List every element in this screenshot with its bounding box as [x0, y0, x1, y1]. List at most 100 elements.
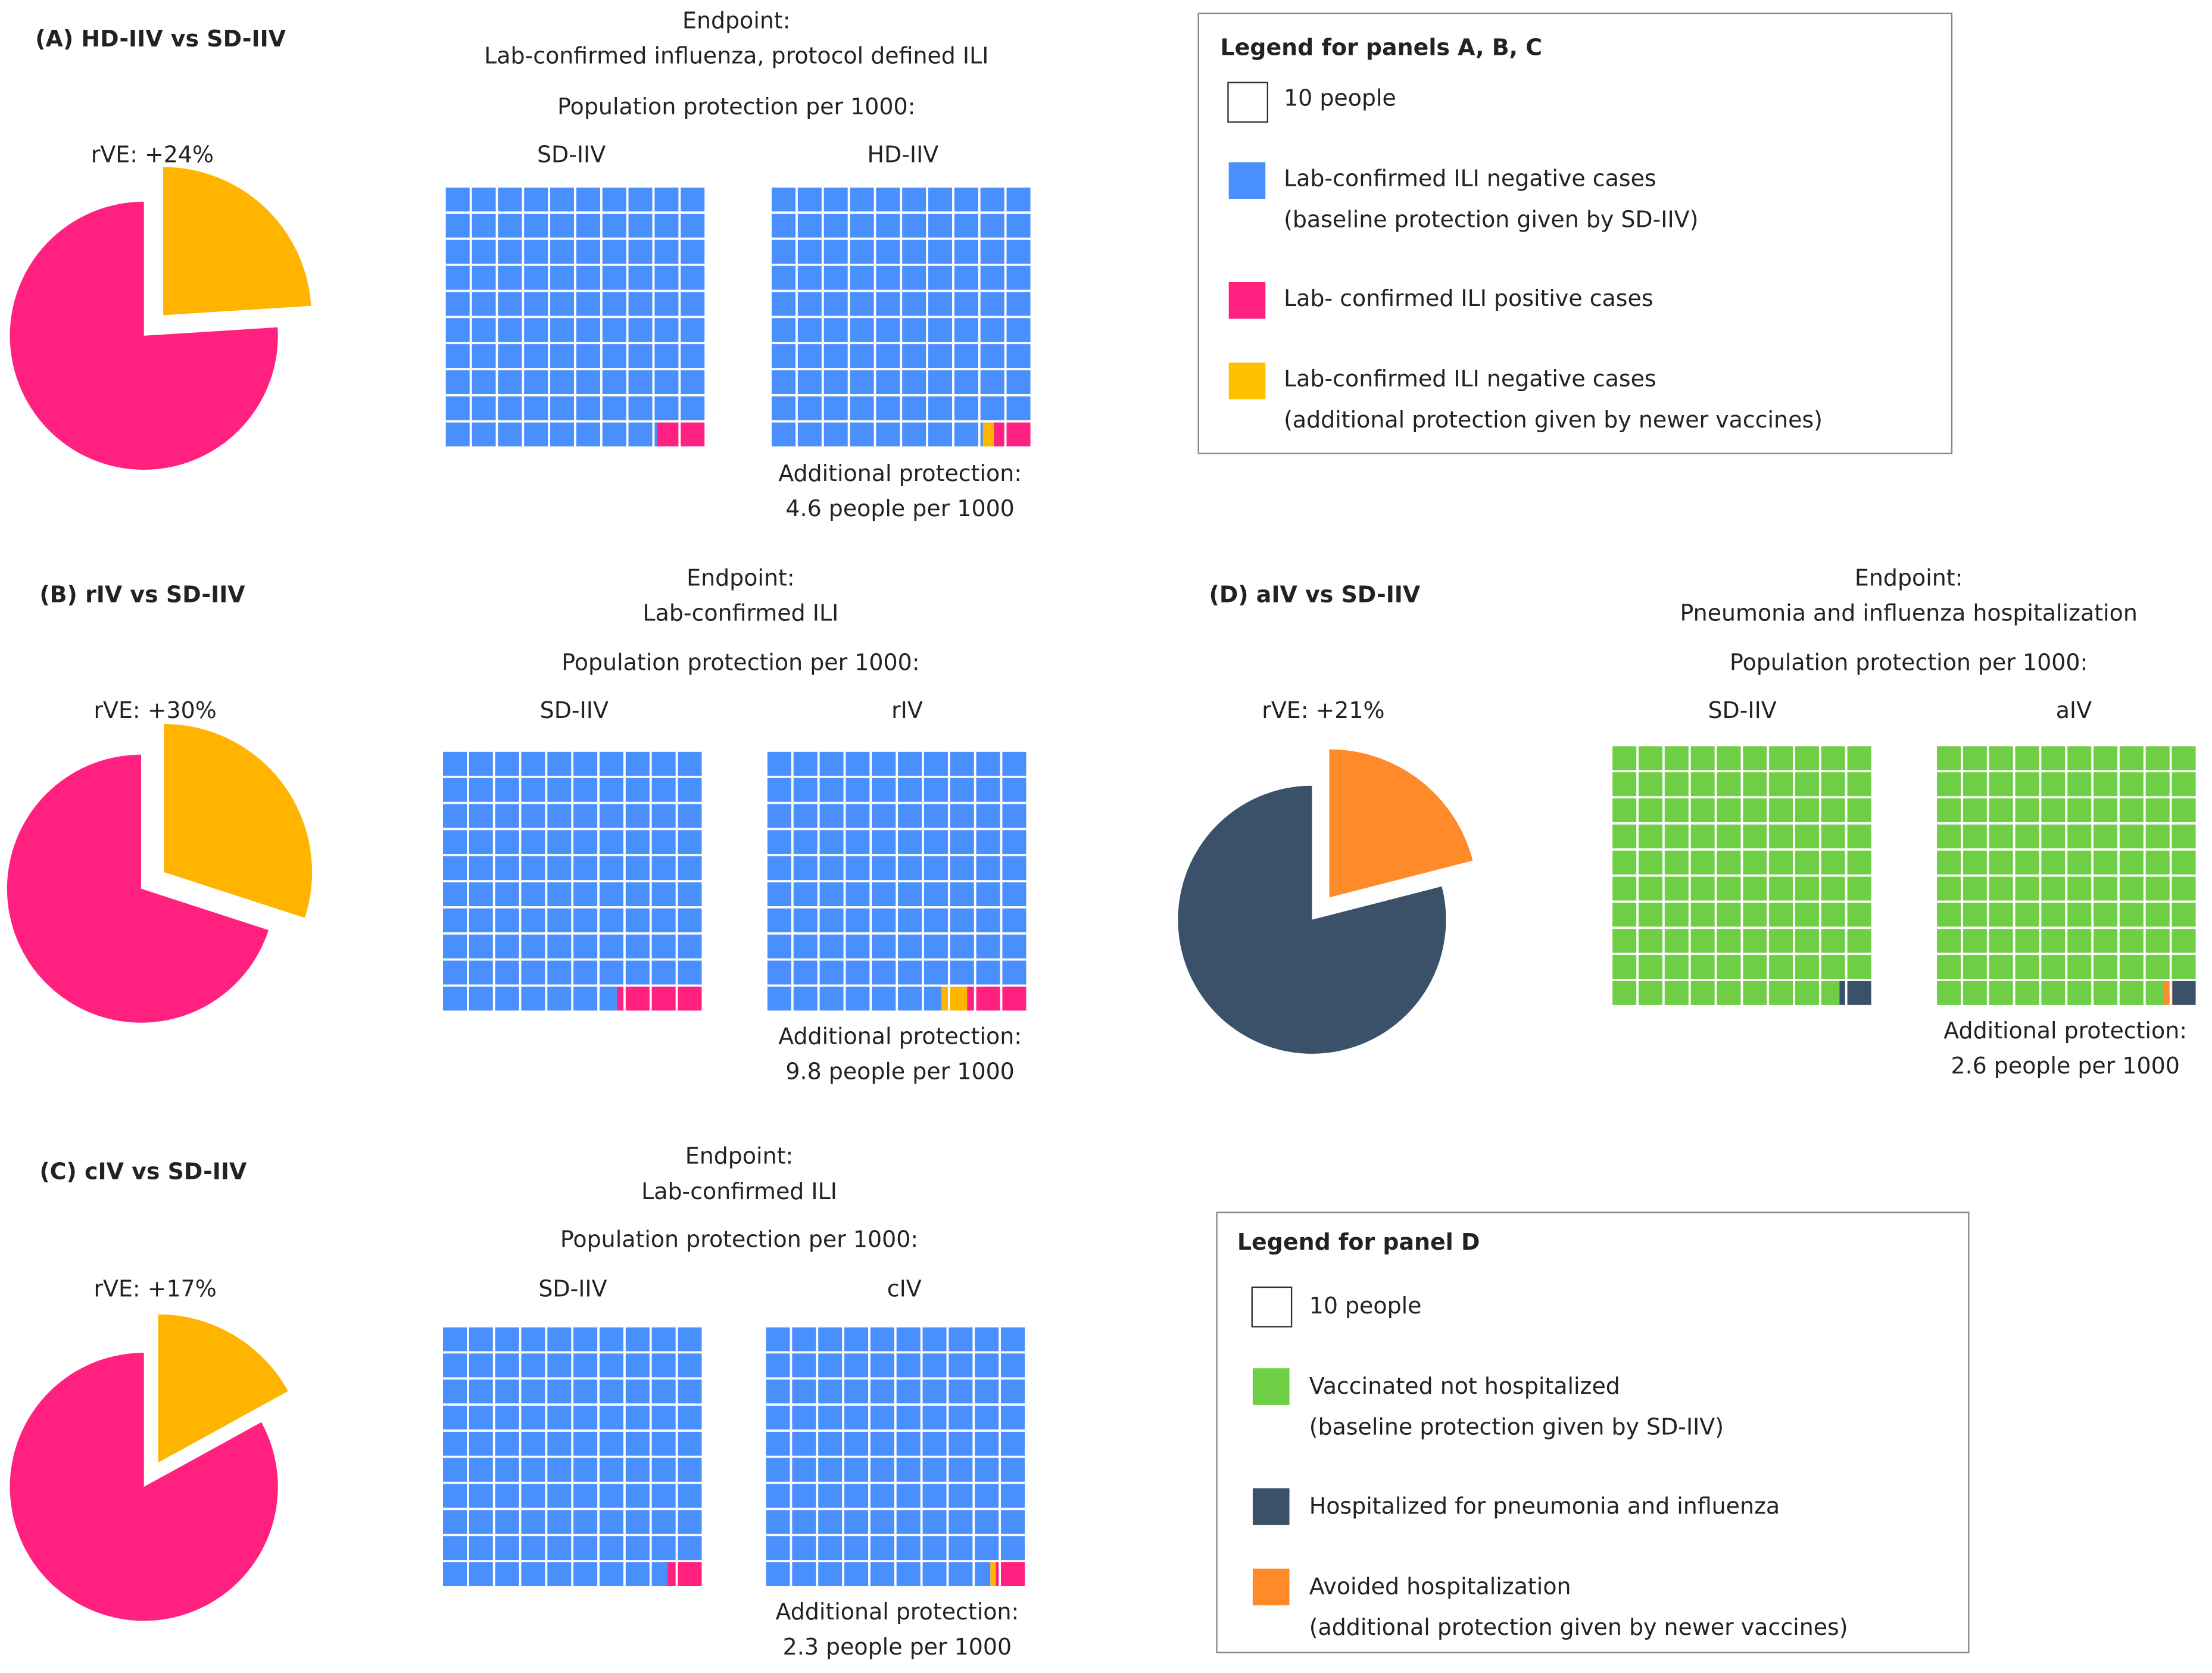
panel-a-waffle-2-cell-baseline [928, 292, 953, 316]
panel-c-waffle-1-cell-baseline [495, 1379, 519, 1404]
panel-c-waffle-2-cell-baseline [818, 1562, 843, 1587]
panel-d-waffle-1-cell-baseline [1795, 798, 1819, 823]
panel-a-waffle-1-cell-baseline [576, 370, 600, 394]
panel-a-waffle-1-cell-baseline [602, 396, 626, 420]
panel-d-waffle-1-cell-baseline [1690, 824, 1715, 848]
panel-a-waffle-1-cell-baseline [524, 396, 548, 420]
panel-a-waffle-1-cell-baseline [628, 422, 653, 447]
panel-b-waffle-1-cell-baseline [521, 778, 545, 802]
panel-a-waffle-2-cell-baseline [850, 292, 874, 316]
panel-c-waffle-2-cell-baseline [896, 1562, 921, 1587]
panel-a-waffle-1-cell-baseline [550, 396, 575, 420]
panel-b-waffle-1-cell-baseline [599, 987, 617, 1011]
panel-c-waffle-2-cell-baseline [792, 1327, 816, 1351]
panel-c-waffle-1-cell-baseline [442, 1327, 467, 1351]
panel-d-waffle-2-cell-baseline [2094, 903, 2118, 927]
panel-d-waffle-2-cell-baseline [2145, 929, 2170, 953]
panel-b-waffle-2-cell-baseline [846, 908, 870, 932]
panel-a-waffle-1-cell-baseline [550, 188, 575, 212]
panel-d-waffle-2-cell-baseline [2094, 746, 2118, 770]
panel-d-waffle-2-cell-baseline [2067, 955, 2092, 979]
panel-a-waffle-2-cell-baseline [980, 422, 983, 447]
panel-a-waffle-1-cell-baseline [628, 213, 653, 238]
panel-b-waffle-1-cell-baseline [442, 856, 467, 881]
panel-c-waffle-1-cell-baseline [442, 1431, 467, 1456]
panel-d-waffle-2-cell-baseline [2067, 798, 2092, 823]
panel-d-waffle2-label: aIV [2055, 697, 2092, 724]
panel-b-waffle-1-cell-baseline [469, 830, 493, 854]
panel-d-waffle-2-cell-baseline [2119, 929, 2144, 953]
panel-c-waffle-1-cell-positive [678, 1562, 702, 1587]
panel-b-waffle-1-cell-baseline [442, 908, 467, 932]
panel-c-waffle-1-cell-baseline [625, 1431, 650, 1456]
panel-d-waffle-2-cell-baseline [2172, 955, 2196, 979]
panel-a-waffle-2-cell-baseline [850, 344, 874, 369]
panel-d-waffle-1-cell-baseline [1612, 981, 1637, 1005]
panel-b-waffle-2-cell-baseline [924, 934, 948, 959]
panel-d-waffle-2-cell-baseline [1989, 772, 2013, 797]
panel-d-waffle-1-cell-baseline [1690, 746, 1715, 770]
panel-d-waffle-1-cell-baseline [1795, 850, 1819, 875]
legend-abc-item-1-sub: (baseline protection given by SD-IIV) [1284, 205, 1699, 233]
panel-b-waffle-2-cell-baseline [846, 804, 870, 828]
panel-b-pie-slice-rve [164, 724, 313, 918]
panel-a-additional-value: 4.6 people per 1000 [785, 495, 1015, 522]
panel-c-waffle-2-cell-baseline [818, 1484, 843, 1508]
panel-b-title: (B) rIV vs SD-IIV [39, 581, 245, 608]
panel-c-waffle-1-cell-baseline [469, 1484, 493, 1508]
panel-b-waffle-1-cell-baseline [678, 856, 702, 881]
panel-c-waffle-1-cell-baseline [599, 1379, 623, 1404]
panel-a-waffle-2-cell-baseline [823, 266, 848, 290]
panel-a-waffle-1-cell-baseline [654, 239, 679, 264]
panel-d-waffle-1-cell-baseline [1821, 929, 1845, 953]
panel-c-waffle-1-cell-positive [667, 1562, 676, 1587]
panel-a-waffle-2-cell-baseline [797, 266, 822, 290]
panel-c-waffle-1-cell-baseline [573, 1379, 598, 1404]
panel-d-waffle-1-cell-baseline [1743, 850, 1767, 875]
panel-a-waffle-2-cell-baseline [772, 422, 796, 447]
panel-c-waffle-2-cell-baseline [844, 1379, 869, 1404]
panel-d-waffle-2-cell-baseline [1937, 772, 1961, 797]
panel-a-waffle-2-cell-baseline [797, 292, 822, 316]
panel-b-waffle-2-cell-baseline [767, 987, 791, 1011]
panel-a-rve: rVE: +24% [91, 141, 214, 168]
panel-d-waffle-1-cell-baseline [1638, 824, 1662, 848]
panel-d-waffle-1-cell-baseline [1821, 798, 1845, 823]
panel-a-waffle-2-cell-baseline [902, 396, 926, 420]
panel-c-waffle-1-cell-baseline [469, 1536, 493, 1560]
panel-b-waffle-2-cell-baseline [793, 856, 818, 881]
panel-a-waffle-1-cell-baseline [524, 213, 548, 238]
panel-a-waffle-1-cell-baseline [472, 213, 496, 238]
panel-a-waffle-2-cell-baseline [797, 370, 822, 394]
panel-a-waffle-2-cell-baseline [772, 239, 796, 264]
panel-a-waffle-2-cell-additional [982, 422, 994, 447]
legend-abc: Legend for panels A, B, C 10 people Lab-… [1197, 13, 1953, 454]
panel-b-waffle-2-cell-baseline [793, 804, 818, 828]
panel-c-waffle-2-cell-baseline [1001, 1457, 1025, 1482]
panel-b-waffle-2-cell-baseline [872, 987, 896, 1011]
panel-b-waffle-2-cell-baseline [819, 804, 844, 828]
panel-c-endpoint-label: Endpoint: [685, 1143, 794, 1170]
panel-d-waffle-2-cell-baseline [2015, 929, 2039, 953]
panel-d-waffle-1-cell-baseline [1795, 955, 1819, 979]
panel-b-waffle-2-cell-baseline [898, 934, 922, 959]
panel-b-waffle-1-cell-baseline [599, 778, 623, 802]
panel-c-waffle-2-cell-baseline [975, 1353, 999, 1378]
panel-b-waffle-2-cell-baseline [819, 751, 844, 776]
panel-b-waffle-2-cell-baseline [872, 882, 896, 907]
panel-b-waffle-2-cell-baseline [793, 934, 818, 959]
panel-b-waffle-1-cell-positive [651, 987, 676, 1011]
panel-c-waffle-1-cell-baseline [495, 1353, 519, 1378]
panel-b-waffle-1-cell-baseline [678, 882, 702, 907]
panel-b-waffle-1-cell-baseline [599, 856, 623, 881]
panel-a-waffle-2-cell-baseline [954, 213, 978, 238]
panel-a-waffle-2-cell-baseline [772, 213, 796, 238]
panel-b-waffle-2-cell-baseline [976, 856, 1000, 881]
panel-b-waffle-1-cell-baseline [678, 908, 702, 932]
panel-a-waffle-1-cell-baseline [498, 266, 522, 290]
panel-a-waffle-1-cell-baseline [550, 239, 575, 264]
panel-b-waffle-2-cell-baseline [1002, 804, 1027, 828]
panel-b-waffle-2-cell-baseline [872, 960, 896, 985]
panel-c-waffle-2-cell-baseline [922, 1562, 947, 1587]
panel-c-waffle-1-cell-baseline [547, 1431, 572, 1456]
